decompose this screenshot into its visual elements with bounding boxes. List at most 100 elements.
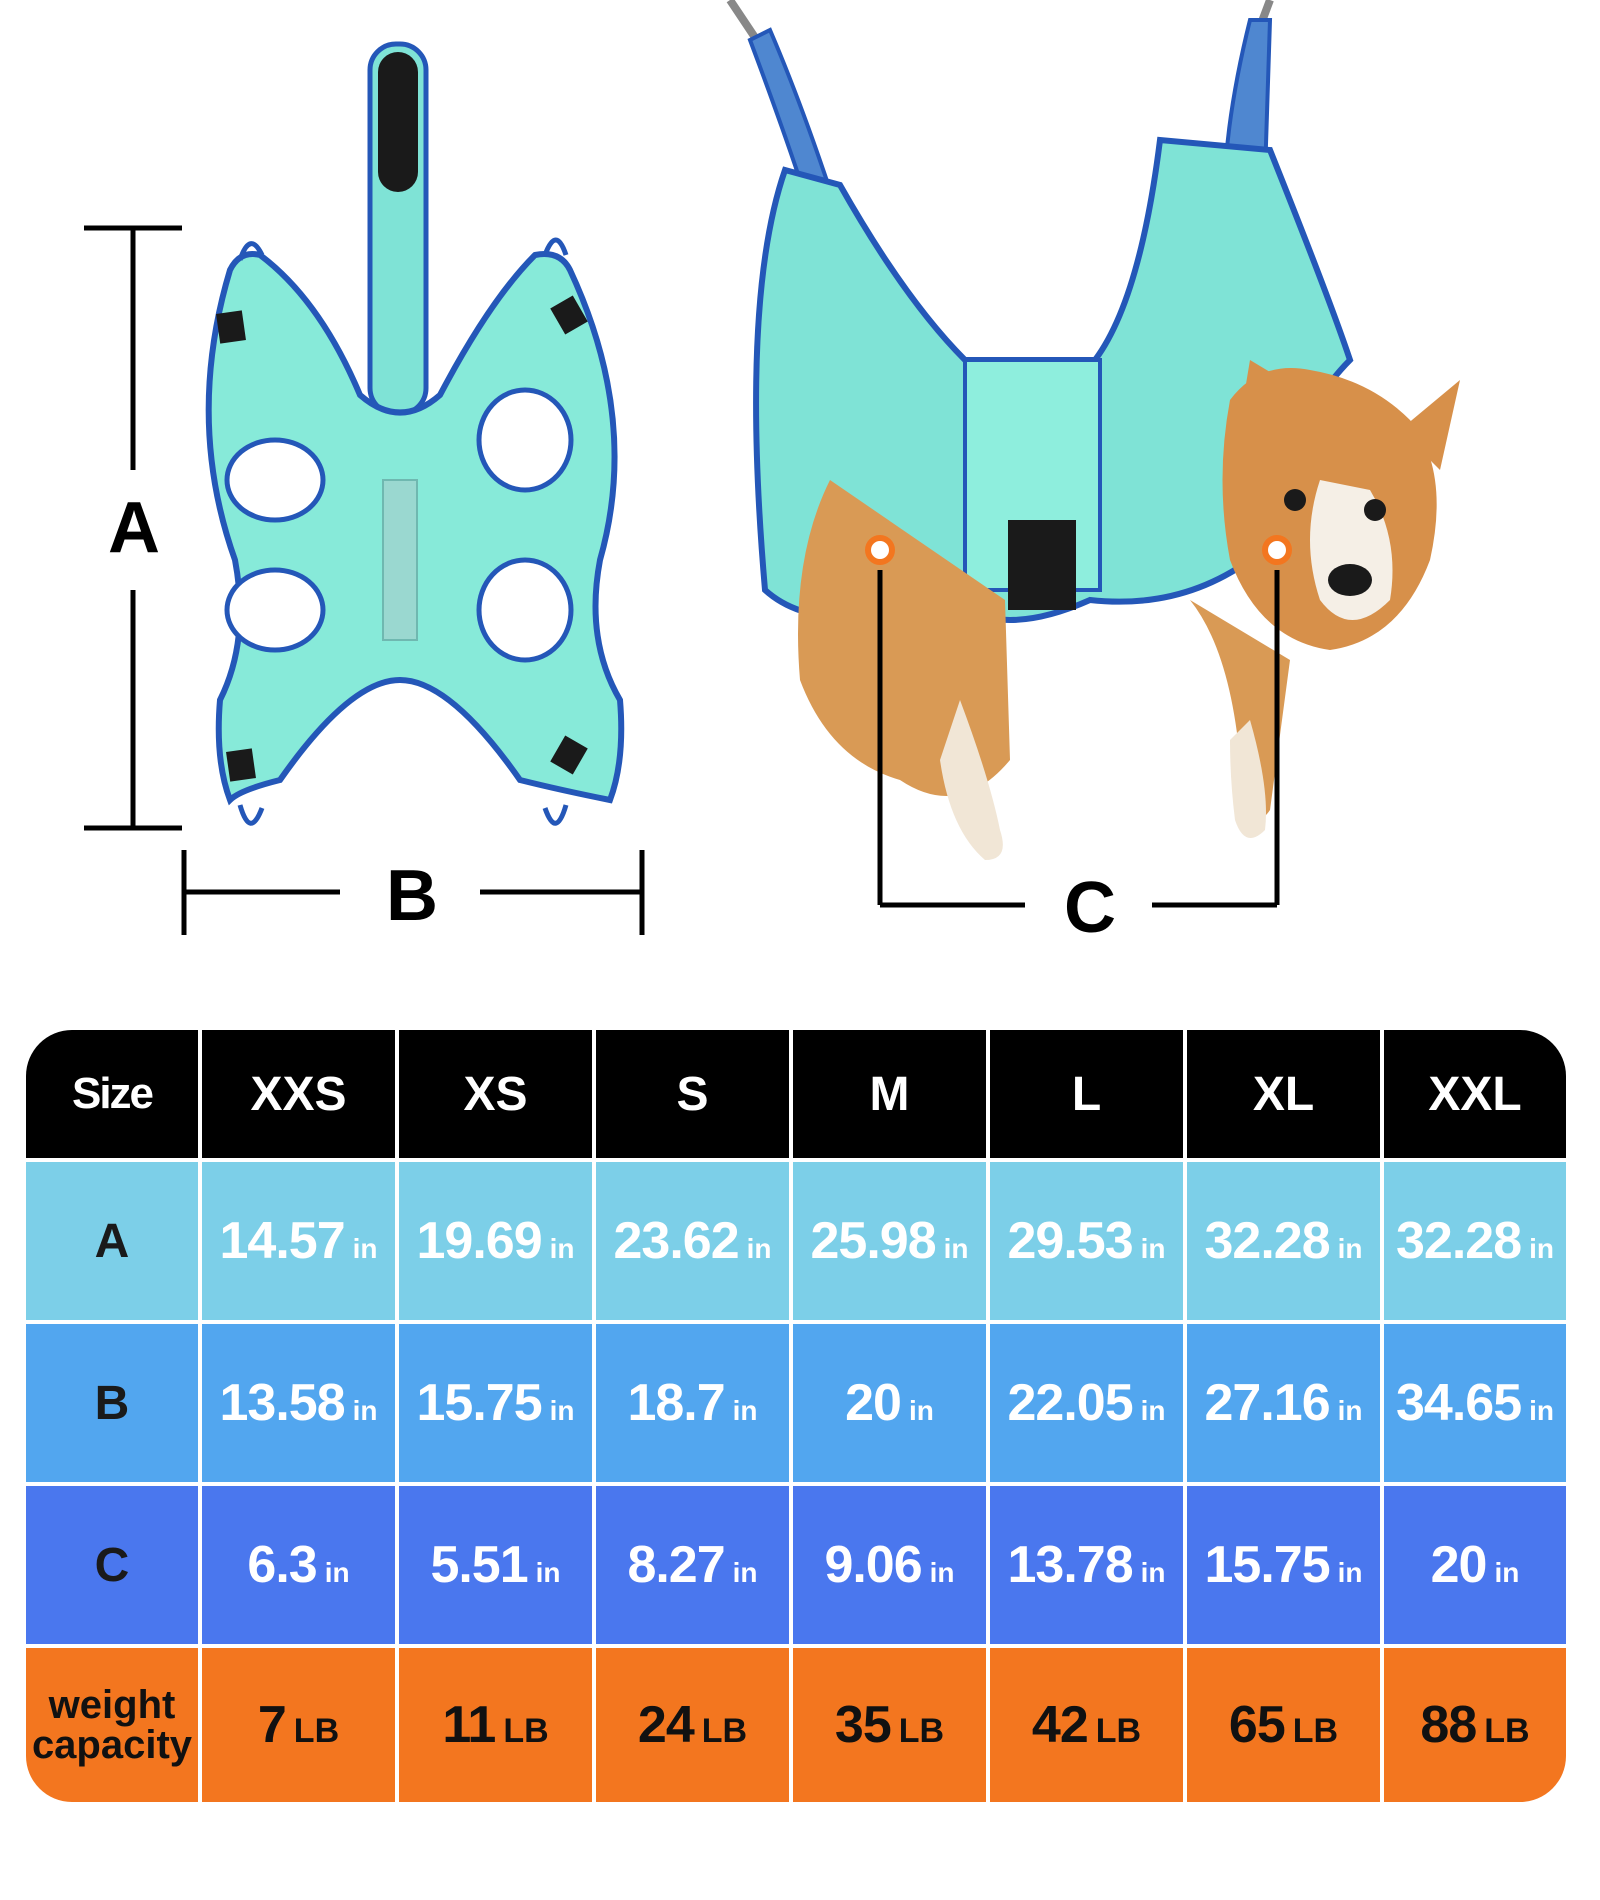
- cell-value: 22.05: [1007, 1374, 1133, 1432]
- table-cell: 32.28 in: [1187, 1162, 1384, 1324]
- size-column-header: L: [990, 1030, 1187, 1162]
- table-cell: 65 LB: [1187, 1648, 1384, 1802]
- cell-value: 23.62: [613, 1212, 739, 1270]
- table-cell: 27.16 in: [1187, 1324, 1384, 1486]
- dimension-c-label: C: [1064, 868, 1116, 948]
- dimension-b-label: B: [386, 856, 438, 936]
- cell-value: 9.06: [824, 1536, 922, 1594]
- size-column-header: XS: [399, 1030, 596, 1162]
- table-cell: 42 LB: [990, 1648, 1187, 1802]
- table-cell: 35 LB: [793, 1648, 990, 1802]
- size-column-header: XXS: [202, 1030, 399, 1162]
- size-column-header: S: [596, 1030, 793, 1162]
- table-cell: 5.51 in: [399, 1486, 596, 1648]
- cell-unit: in: [535, 1557, 561, 1588]
- cell-value: 88: [1420, 1696, 1477, 1754]
- cell-value: 15.75: [416, 1374, 542, 1432]
- size-header-label: Size: [26, 1030, 202, 1162]
- hanging-hammock-with-dog: [726, 0, 1460, 860]
- row-label-c: C: [26, 1486, 202, 1648]
- flat-hammock: [205, 41, 625, 826]
- cell-value: 18.7: [627, 1374, 725, 1432]
- table-cell: 23.62 in: [596, 1162, 793, 1324]
- dimension-b-marker: [181, 850, 645, 935]
- cell-unit: in: [732, 1557, 758, 1588]
- hammock-diagram: [84, 0, 1460, 935]
- cell-value: 42: [1031, 1696, 1089, 1754]
- table-cell: 8.27 in: [596, 1486, 793, 1648]
- product-illustration: A B C: [84, 0, 1460, 948]
- cell-unit: in: [324, 1557, 350, 1588]
- measurement-row-c: C 6.3 in 5.51 in 8.27 in 9.06 in 13.78 in 15.…: [26, 1486, 1566, 1648]
- weight-label-line2: capacity: [31, 1723, 193, 1767]
- cell-unit: in: [1337, 1557, 1363, 1588]
- size-column-header: XXL: [1384, 1030, 1566, 1162]
- cell-unit: in: [549, 1233, 575, 1264]
- measurement-row-b: B 13.58 in 15.75 in 18.7 in 20 in 22.05 in 27…: [26, 1324, 1566, 1486]
- table-cell: 6.3 in: [202, 1486, 399, 1648]
- cell-value: 19.69: [416, 1212, 542, 1270]
- row-label-b: B: [26, 1324, 202, 1486]
- table-cell: 32.28 in: [1384, 1162, 1566, 1324]
- cell-unit: in: [1140, 1557, 1166, 1588]
- cell-value: 34.65: [1395, 1374, 1522, 1432]
- size-header-row: Size XXS XS S M L XL XXL: [26, 1030, 1566, 1162]
- cell-value: 25.98: [810, 1212, 936, 1270]
- cell-unit: in: [1140, 1233, 1166, 1264]
- cell-unit: in: [732, 1395, 758, 1426]
- table-cell: 18.7 in: [596, 1324, 793, 1486]
- table-cell: 7 LB: [202, 1648, 399, 1802]
- cell-value: 27.16: [1204, 1374, 1330, 1432]
- cell-value: 13.78: [1007, 1536, 1133, 1594]
- cell-unit: LB: [293, 1712, 340, 1750]
- cell-value: 32.28: [1204, 1212, 1330, 1270]
- cell-unit: in: [1529, 1395, 1555, 1426]
- cell-unit: in: [908, 1395, 934, 1426]
- table-cell: 15.75 in: [399, 1324, 596, 1486]
- cell-value: 7: [257, 1696, 287, 1754]
- cell-unit: LB: [503, 1712, 549, 1750]
- cell-value: 32.28: [1395, 1212, 1522, 1270]
- table-cell: 20 in: [1384, 1486, 1566, 1648]
- row-label-a: A: [26, 1162, 202, 1324]
- table-cell: 9.06 in: [793, 1486, 990, 1648]
- table-cell: 20 in: [793, 1324, 990, 1486]
- cell-value: 65: [1228, 1696, 1286, 1754]
- table-cell: 15.75 in: [1187, 1486, 1384, 1648]
- dimension-a-marker: [84, 225, 182, 831]
- cell-value: 20: [845, 1374, 902, 1432]
- table-cell: 34.65 in: [1384, 1324, 1566, 1486]
- cell-unit: LB: [898, 1712, 945, 1750]
- table-cell: 22.05 in: [990, 1324, 1187, 1486]
- cell-value: 11: [442, 1696, 496, 1754]
- cell-value: 15.75: [1204, 1536, 1330, 1594]
- cell-value: 20: [1430, 1536, 1488, 1594]
- size-chart-table: Size XXS XS S M L XL XXL A 14.57 in 19.69…: [26, 1030, 1566, 1802]
- cell-unit: in: [1494, 1557, 1520, 1588]
- table-cell: 11 LB: [399, 1648, 596, 1802]
- size-column-header: M: [793, 1030, 990, 1162]
- dimension-a-label: A: [108, 488, 160, 568]
- cell-value: 35: [834, 1696, 892, 1754]
- cell-value: 6.3: [247, 1536, 317, 1594]
- cell-unit: in: [746, 1233, 772, 1264]
- cell-value: 5.51: [430, 1536, 528, 1594]
- cell-value: 13.58: [219, 1374, 345, 1432]
- weight-capacity-row: weight capacity 7 LB 11 LB 24 LB 35 LB 42 LB …: [26, 1648, 1566, 1802]
- cell-unit: in: [352, 1233, 378, 1264]
- cell-unit: in: [1529, 1233, 1555, 1264]
- cell-unit: LB: [1484, 1712, 1530, 1750]
- cell-value: 14.57: [219, 1212, 345, 1270]
- cell-unit: in: [1337, 1233, 1363, 1264]
- table-cell: 29.53 in: [990, 1162, 1187, 1324]
- table-cell: 25.98 in: [793, 1162, 990, 1324]
- measurement-row-a: A 14.57 in 19.69 in 23.62 in 25.98 in 29.53 i…: [26, 1162, 1566, 1324]
- weight-label-line1: weight: [48, 1683, 176, 1727]
- cell-unit: in: [929, 1557, 955, 1588]
- size-column-header: XL: [1187, 1030, 1384, 1162]
- cell-unit: in: [549, 1395, 575, 1426]
- table-cell: 14.57 in: [202, 1162, 399, 1324]
- cell-unit: LB: [1095, 1712, 1142, 1750]
- dimension-c-marker: [877, 570, 1280, 908]
- row-label-weight-capacity: weight capacity: [26, 1648, 202, 1802]
